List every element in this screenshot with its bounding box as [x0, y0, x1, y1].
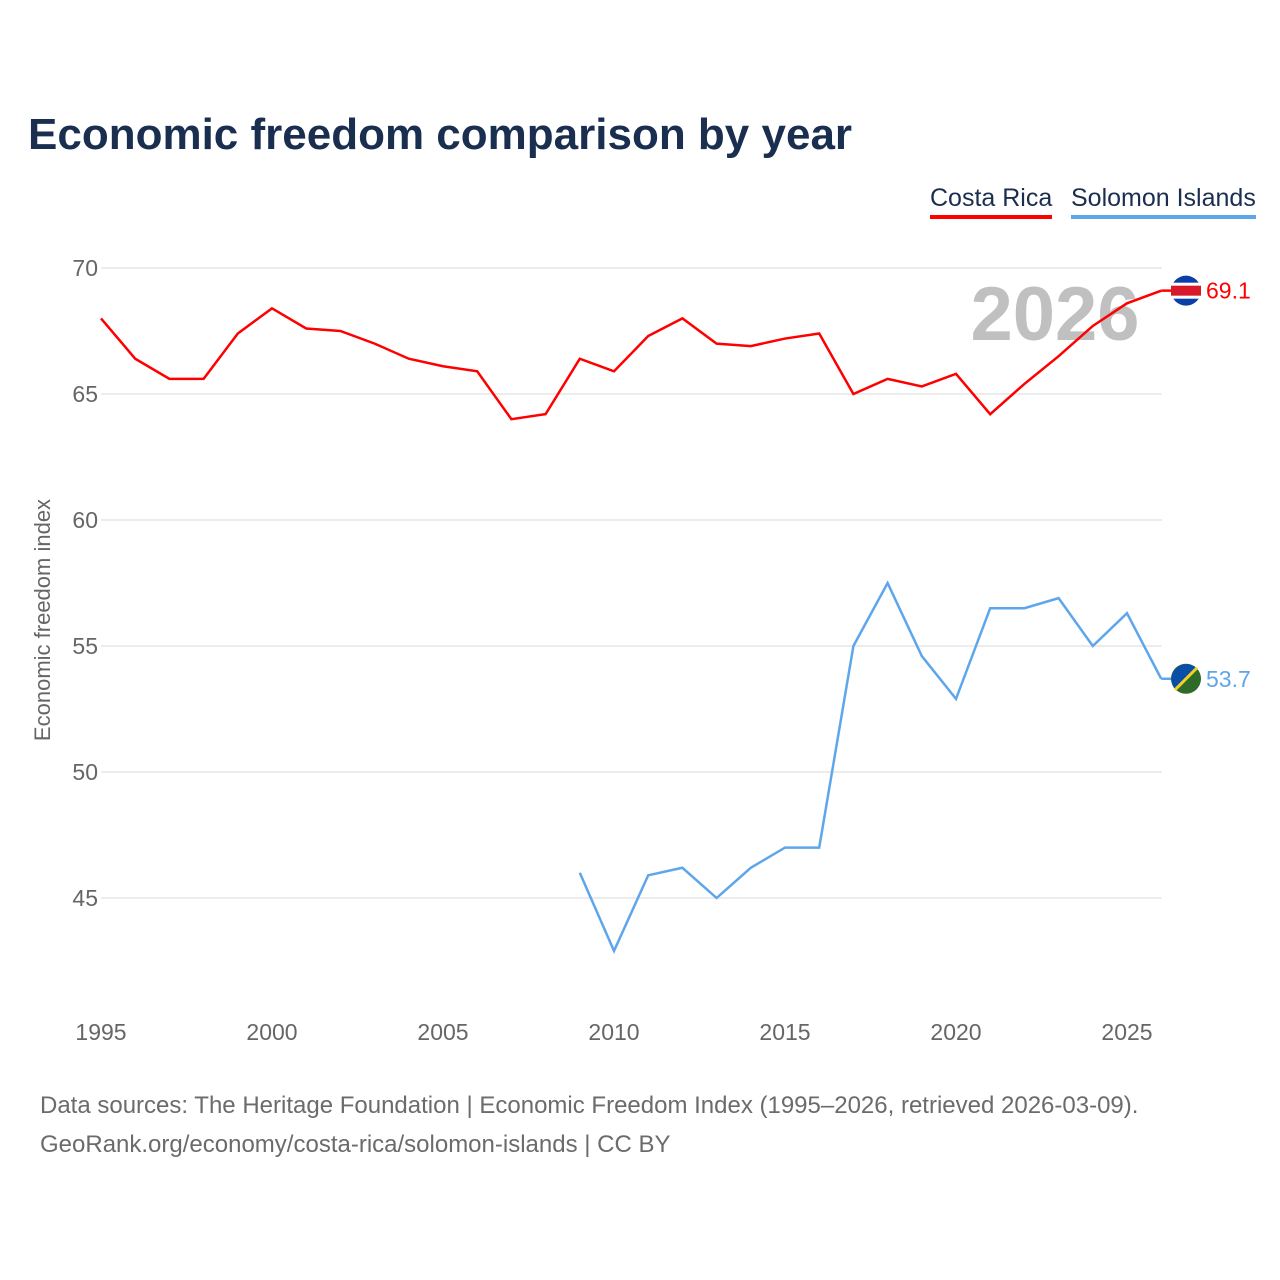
- data-source: Data sources: The Heritage Foundation | …: [40, 1092, 1139, 1119]
- footer: Data sources: The Heritage Foundation | …: [40, 1086, 1138, 1164]
- legend-solomon-islands[interactable]: Solomon Islands: [1071, 184, 1256, 219]
- x-tick-label: 2005: [417, 1019, 468, 1045]
- source-url[interactable]: GeoRank.org/economy/costa-rica/solomon-i…: [40, 1131, 671, 1158]
- series-line-1: [578, 580, 1163, 954]
- x-tick-label: 2015: [759, 1019, 810, 1045]
- y-tick-label: 65: [72, 381, 98, 407]
- x-tick-label: 2020: [930, 1019, 981, 1045]
- end-value-label: 53.7: [1206, 666, 1251, 692]
- flag-field: [1171, 664, 1197, 690]
- x-tick-label: 1995: [75, 1019, 126, 1045]
- y-tick-label: 50: [72, 759, 98, 785]
- end-value-label: 69.1: [1206, 278, 1251, 304]
- x-tick-label: 2000: [246, 1019, 297, 1045]
- chart-title: Economic freedom comparison by year: [28, 110, 853, 159]
- flag-stripe: [1173, 666, 1199, 691]
- x-tick-label: 2010: [588, 1019, 639, 1045]
- y-tick-label: 55: [72, 633, 98, 659]
- flag-stripe: [1171, 285, 1201, 296]
- series-line-0: [100, 289, 1162, 421]
- y-tick-label: 60: [72, 507, 98, 533]
- y-axis-label: Economic freedom index: [30, 499, 55, 741]
- plot-area: 2026 45 50 55 60 65 70 1995 2000 2005 2010 2015 202…: [30, 255, 1251, 1045]
- y-tick-label: 70: [72, 255, 98, 281]
- x-tick-label: 2025: [1101, 1019, 1152, 1045]
- legend-costa-rica[interactable]: Costa Rica: [930, 184, 1053, 219]
- year-watermark: 2026: [970, 272, 1139, 357]
- y-tick-label: 45: [72, 885, 98, 911]
